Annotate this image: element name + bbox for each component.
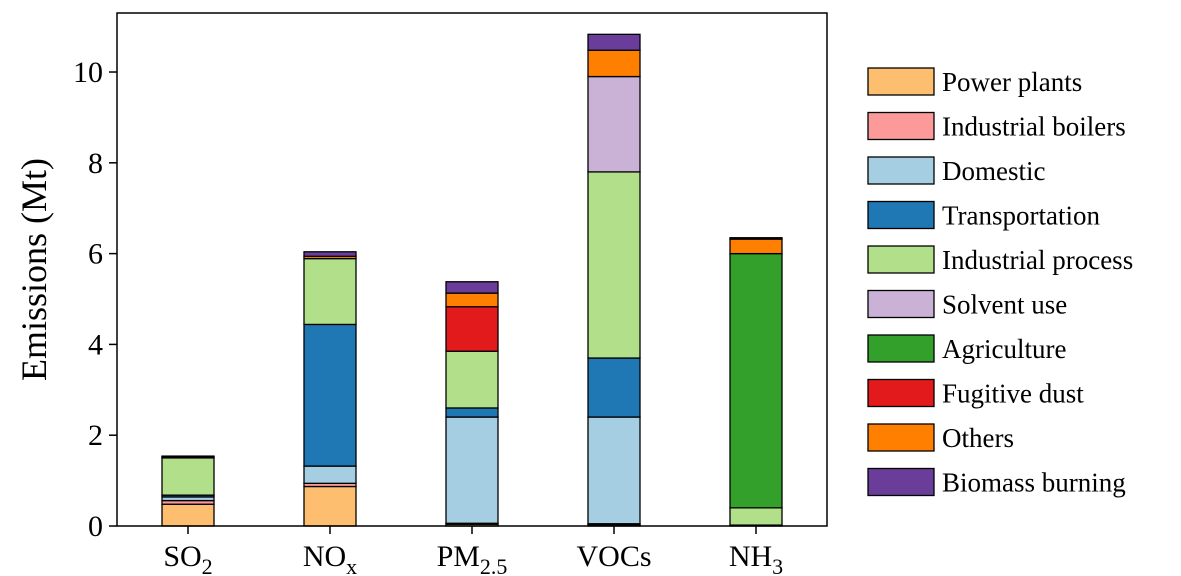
bar-pm25-biomass-burning xyxy=(445,281,499,294)
legend-label-solvent-use: Solvent use xyxy=(942,290,1067,320)
y-axis: 0 2 4 6 8 10 xyxy=(73,56,117,543)
legend-swatch-industrial-boilers xyxy=(867,111,935,141)
y-axis-label: Emissions (Mt) xyxy=(14,158,54,381)
x-axis: SO2 NOx PM2.5 VOCs NH3 xyxy=(163,526,783,576)
x-tick-label-nh3: NH3 xyxy=(729,540,783,576)
bar-nh3-others xyxy=(729,238,783,255)
legend-swatch-others xyxy=(867,423,935,452)
bar-vocs-solvent-use xyxy=(587,75,641,173)
bar-pm25-transportation xyxy=(445,407,499,418)
legend-swatch-fugitive-dust xyxy=(867,378,935,408)
bars-layer xyxy=(161,33,783,527)
y-tick-label: 4 xyxy=(88,328,103,361)
bar-so2-power-plants xyxy=(161,503,215,527)
x-tick-label-nox: NOx xyxy=(303,540,357,576)
legend-swatch-agriculture xyxy=(867,334,935,363)
legend-swatch-biomass-burning xyxy=(867,467,935,497)
bar-nox-biomass-burning xyxy=(303,251,357,257)
legend-swatch-power-plants xyxy=(867,67,935,96)
bar-nox-transportation xyxy=(303,323,357,467)
y-tick-label: 6 xyxy=(88,238,103,271)
bar-pm25-others xyxy=(445,292,499,308)
bar-nox-power-plants xyxy=(303,485,357,527)
bar-vocs-transportation xyxy=(587,357,641,418)
bar-pm25-domestic xyxy=(445,416,499,524)
legend-label-others: Others xyxy=(942,423,1014,453)
bar-vocs-industrial-process xyxy=(587,171,641,359)
y-tick-label: 8 xyxy=(88,147,103,180)
x-tick-label-so2: SO2 xyxy=(163,540,212,576)
legend-label-industrial-boilers: Industrial boilers xyxy=(942,112,1126,142)
bar-nh3-biomass-burning xyxy=(729,237,783,240)
bar-nh3-agriculture xyxy=(729,252,783,509)
bar-vocs-others xyxy=(587,49,641,78)
bar-so2-biomass-burning xyxy=(161,455,215,458)
legend-label-biomass-burning: Biomass burning xyxy=(942,468,1126,498)
legend-swatch-domestic xyxy=(867,156,935,185)
legend-swatch-solvent-use xyxy=(867,289,935,319)
legend-label-fugitive-dust: Fugitive dust xyxy=(942,379,1084,409)
y-tick-label: 0 xyxy=(88,510,103,543)
legend-label-power-plants: Power plants xyxy=(942,67,1082,97)
y-tick-label: 10 xyxy=(73,56,103,89)
legend-label-domestic: Domestic xyxy=(942,156,1045,186)
legend-swatch-industrial-process xyxy=(867,245,935,274)
legend: Power plants Industrial boilers Domestic Tr… xyxy=(867,67,1133,498)
legend-swatch-transportation xyxy=(867,200,935,230)
bar-vocs-domestic xyxy=(587,416,641,525)
bar-nox-industrial-process xyxy=(303,257,357,326)
bar-so2-industrial-process xyxy=(161,457,215,496)
legend-label-industrial-process: Industrial process xyxy=(942,245,1133,275)
legend-label-agriculture: Agriculture xyxy=(942,334,1066,364)
bar-nox-domestic xyxy=(303,465,357,484)
x-tick-label-vocs: VOCs xyxy=(576,540,651,573)
bar-pm25-industrial-process xyxy=(445,350,499,409)
bar-nh3-industrial-process xyxy=(729,507,783,526)
legend-label-transportation: Transportation xyxy=(942,201,1101,231)
y-tick-label: 2 xyxy=(88,419,103,452)
bar-vocs-biomass-burning xyxy=(587,33,641,51)
bar-pm25-fugitive-dust xyxy=(445,306,499,352)
x-tick-label-pm25: PM2.5 xyxy=(437,540,508,576)
